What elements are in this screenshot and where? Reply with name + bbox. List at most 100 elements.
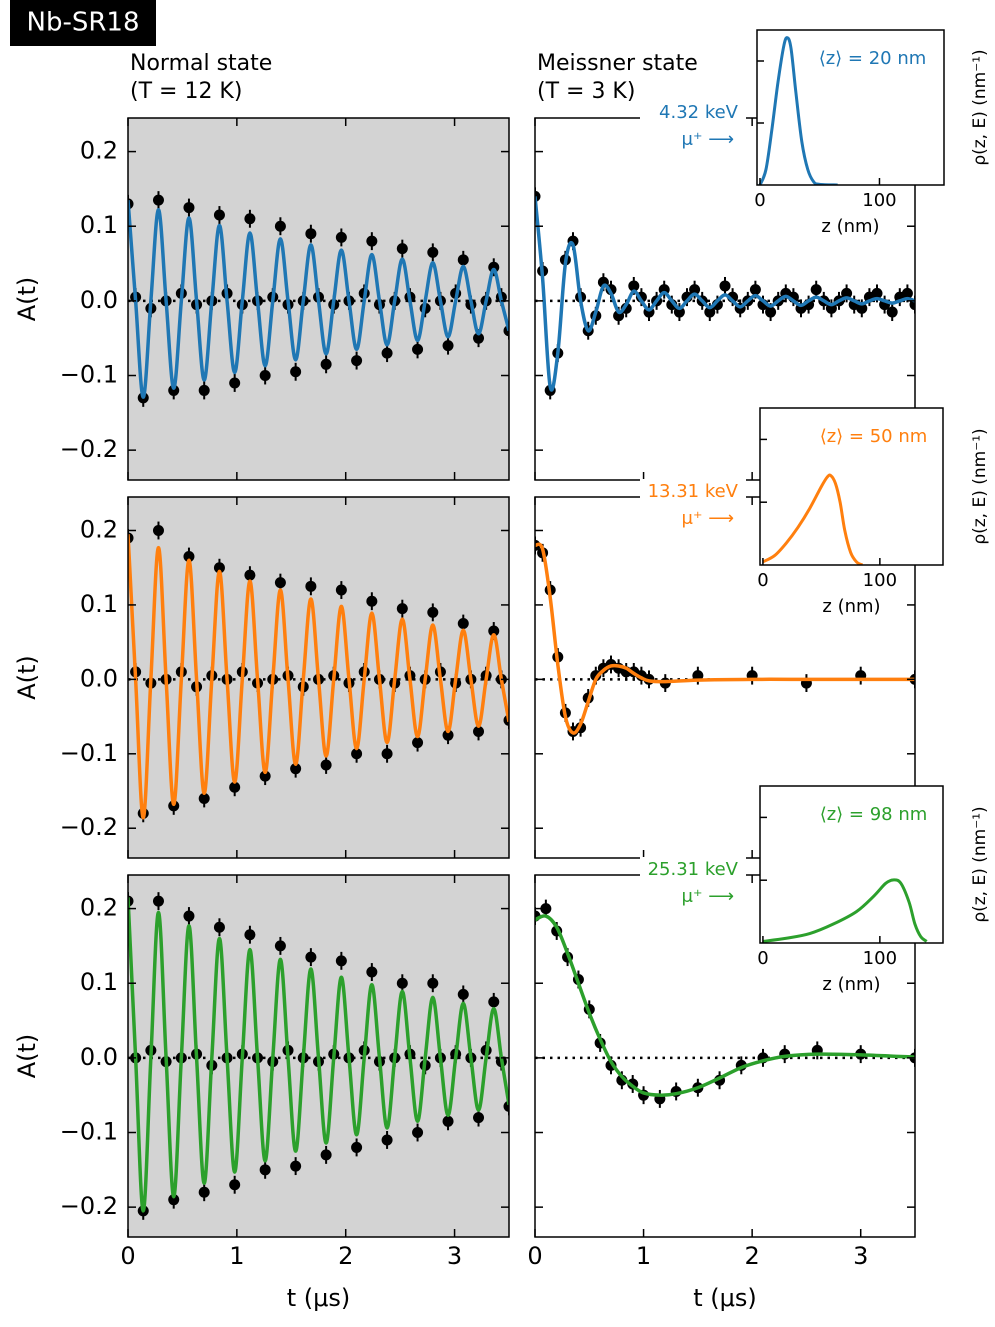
x-tick-label: 3 [447,1242,462,1270]
data-point [457,618,469,630]
plot-frame [127,874,510,1238]
y-tick-label: −0.2 [60,435,118,463]
data-point [152,524,164,536]
x-tick-label: 1 [229,1242,244,1270]
data-point [335,584,347,596]
data-point [213,921,225,933]
data-point [259,370,271,382]
y-tick-label: 0.1 [80,590,118,618]
annotation: 13.31 keV [648,481,739,502]
annotation-symbol: μ⁺ ⟶ [682,129,734,150]
x-tick-label: 2 [745,1242,760,1270]
y-axis-label: A(t) [13,1034,41,1079]
data-point [213,209,225,221]
data-point [427,606,439,618]
fit-line [758,36,838,185]
plot-area [762,878,928,943]
figure-label: Nb-SR18 [27,8,140,38]
fit-line [762,878,928,943]
data-point [749,284,761,296]
inset-label: ⟨z⟩ = 98 nm [820,804,928,825]
plot-frame [127,117,510,481]
data-point [488,261,500,273]
annotation-symbol: μ⁺ ⟶ [682,508,734,529]
fit-line [762,473,864,565]
y-tick-label: −0.1 [60,361,118,389]
data-point [152,895,164,907]
data-point [689,284,701,296]
data-point [274,577,286,589]
plot-frame [127,496,510,859]
x-tick-label: 0 [754,190,765,211]
data-point [381,748,393,760]
data-point [305,580,317,592]
data-point [396,977,408,989]
plot-area [535,536,915,741]
data-point [396,603,408,615]
fit-line [535,542,915,735]
data-point [901,287,913,299]
plot-area [762,473,864,565]
data-point [229,781,241,793]
annotation-box [640,857,746,915]
data-point [366,966,378,978]
annotation-box [640,100,746,158]
y-tick-label: 0.0 [80,286,118,314]
data-point [305,228,317,240]
data-point [290,366,302,378]
x-axis-label: t (μs) [693,1284,757,1312]
x-tick-label: 2 [338,1242,353,1270]
x-tick-label: 3 [853,1242,868,1270]
data-point [457,988,469,1000]
data-point [290,1160,302,1172]
data-point [244,213,256,225]
fit-line [128,534,509,820]
data-point [457,254,469,266]
data-point [198,384,210,396]
label-box [10,0,156,46]
data-point [244,929,256,941]
x-tick-label: 1 [636,1242,651,1270]
data-point [412,737,424,749]
data-point [765,306,777,318]
plot-background [757,30,944,185]
data-point [442,340,454,352]
column-subtitle: (T = 12 K) [130,79,242,104]
data-point [396,243,408,255]
data-point [886,306,898,318]
data-point [305,951,317,963]
data-point [412,1127,424,1139]
data-point [381,347,393,359]
y-tick-label: 0.2 [80,515,118,543]
x-tick-label: 100 [862,190,896,211]
y-tick-label: 0.2 [80,137,118,165]
data-point [673,306,685,318]
y-tick-label: 0.1 [80,211,118,239]
data-point [473,332,485,344]
data-point [488,625,500,637]
fit-line [128,199,509,399]
annotation: 25.31 keV [648,859,739,880]
inset-label: ⟨z⟩ = 20 nm [819,48,927,69]
data-point [856,302,868,314]
y-tick-label: −0.1 [60,1118,118,1146]
annotation-symbol: μ⁺ ⟶ [682,886,734,907]
data-point [810,284,822,296]
y-axis-label: ρ(z, E) (nm⁻¹) [970,49,990,165]
data-point [320,759,332,771]
annotation: 4.32 keV [659,102,739,123]
fit-line [535,196,915,392]
x-tick-label: 100 [863,948,897,969]
inset-label: ⟨z⟩ = 50 nm [820,426,928,447]
data-point [704,306,716,318]
data-point [274,220,286,232]
y-tick-label: 0.0 [80,664,118,692]
x-tick-label: 100 [863,570,897,591]
data-point [366,235,378,247]
plot-area [535,899,915,1108]
y-axis-label: ρ(z, E) (nm⁻¹) [970,806,990,922]
data-point [841,287,853,299]
data-point [198,1186,210,1198]
data-point [229,1179,241,1191]
y-tick-label: −0.2 [60,1192,118,1220]
